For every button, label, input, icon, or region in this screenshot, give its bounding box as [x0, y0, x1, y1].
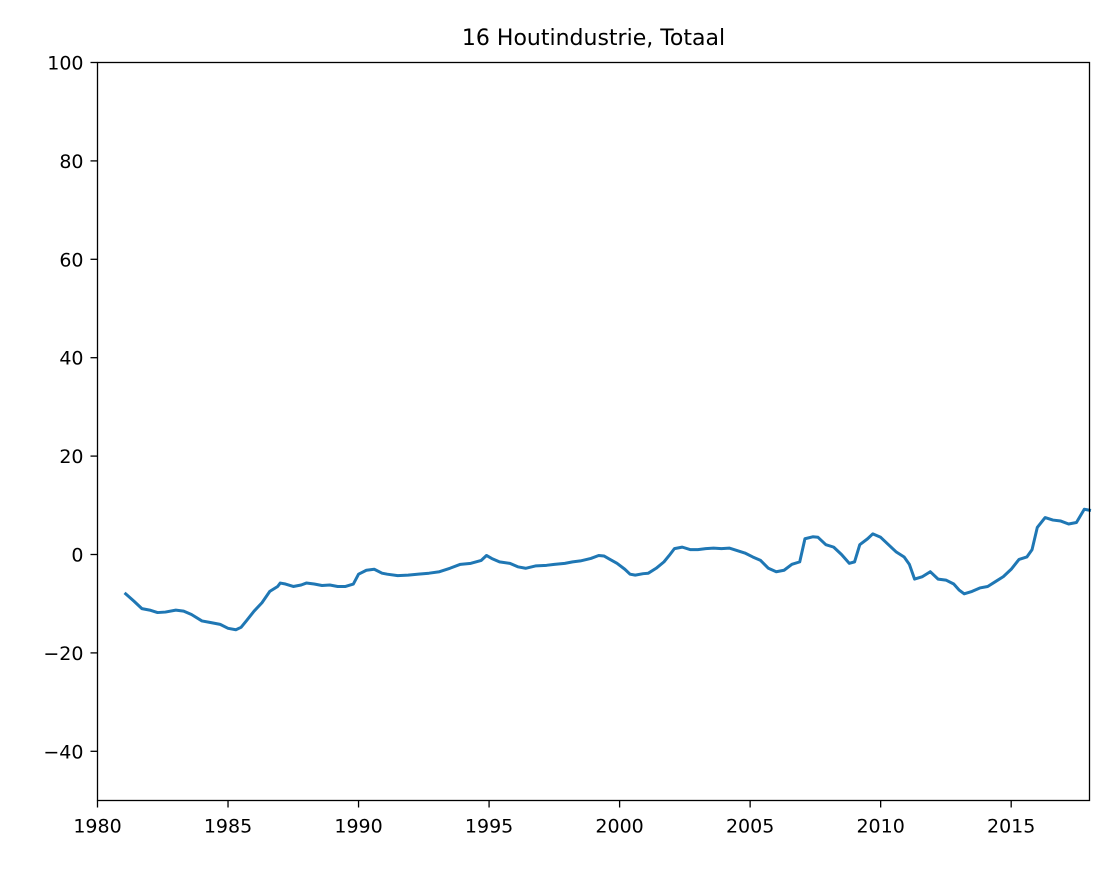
- x-tick-label: 1995: [465, 816, 513, 838]
- chart-title: 16 Houtindustrie, Totaal: [462, 26, 725, 51]
- y-tick-label: 60: [59, 249, 83, 271]
- y-tick-label: 20: [59, 446, 83, 468]
- y-tick-label: 0: [71, 545, 83, 567]
- axes-frame: [96, 61, 1091, 802]
- x-tick-label: 2000: [595, 816, 643, 838]
- plot-area: [123, 507, 1092, 632]
- x-axis: 1980 1985 1990 1995 2000 2005 2010 2015: [73, 800, 1035, 838]
- y-tick-label: 80: [59, 151, 83, 173]
- series-line-0: [123, 507, 1092, 632]
- y-tick-label: 40: [59, 348, 83, 370]
- x-tick-label: 1980: [73, 816, 121, 838]
- y-tick-label: −20: [43, 643, 83, 665]
- x-tick-label: 2015: [987, 816, 1035, 838]
- y-tick-label: 100: [47, 53, 83, 75]
- x-tick-label: 1985: [204, 816, 252, 838]
- x-tick-label: 2005: [726, 816, 774, 838]
- y-tick-label: −40: [43, 741, 83, 763]
- y-axis: −40 −20 0 20 40 60 80 100: [43, 53, 98, 763]
- x-tick-label: 1990: [334, 816, 382, 838]
- x-tick-label: 2010: [856, 816, 904, 838]
